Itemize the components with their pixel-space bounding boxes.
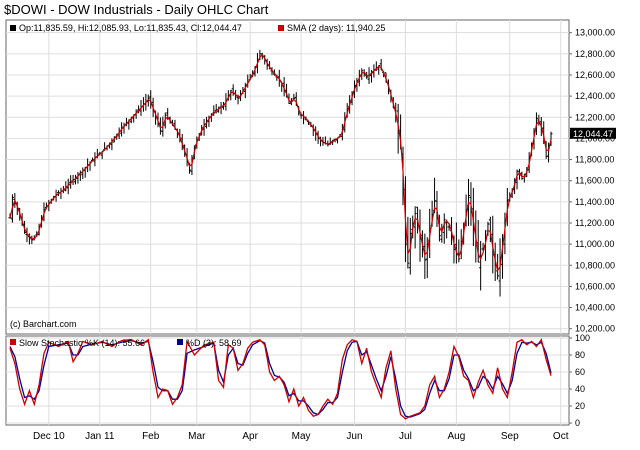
ohlc-legend-label: Op:11,835.59, Hi:12,085.93, Lo:11,835.43… xyxy=(19,23,242,33)
x-tick-label: Apr xyxy=(242,431,258,442)
stochastic-gridlines xyxy=(6,336,569,425)
last-value-label: 12,044.47 xyxy=(573,129,613,139)
price-tick-label: 11,800.00 xyxy=(575,155,614,165)
price-tick-label: 12,800.00 xyxy=(575,49,615,59)
k-legend-label: Slow Stochastic %K (14): 55.66 xyxy=(19,338,145,348)
price-tick-label: 11,600.00 xyxy=(575,176,614,186)
price-legend: Op:11,835.59, Hi:12,085.93, Lo:11,835.43… xyxy=(10,23,385,33)
credit-label: (c) Barchart.com xyxy=(10,319,77,329)
ohlc-legend-swatch xyxy=(10,25,16,31)
price-tick-label: 11,400.00 xyxy=(575,197,614,207)
x-tick-label: Jun xyxy=(346,431,362,442)
chart-title: $DOWI - DOW Industrials - Daily OHLC Cha… xyxy=(4,2,269,17)
price-panel: 13,000.00 12,800.00 12,600.00 12,400.00 12,2… xyxy=(5,19,615,335)
sma-legend-label: SMA (2 days): 11,940.25 xyxy=(287,23,385,33)
stochastic-panel: 0 20 40 60 80 100 xyxy=(5,333,590,428)
stochastic-tick-label: 80 xyxy=(575,350,585,360)
price-y-axis: 13,000.00 12,800.00 12,600.00 12,400.00 12,2… xyxy=(569,28,615,334)
sma-line xyxy=(9,54,552,273)
price-tick-label: 13,000.00 xyxy=(575,28,615,38)
x-tick-label: May xyxy=(292,431,311,442)
price-tick-label: 11,000.00 xyxy=(575,239,614,249)
x-tick-label: Aug xyxy=(447,431,465,442)
x-tick-label: Jan 11 xyxy=(85,431,115,442)
price-tick-label: 10,600.00 xyxy=(575,281,615,291)
stochastic-tick-label: 0 xyxy=(575,418,580,428)
price-tick-label: 11,200.00 xyxy=(575,218,614,228)
last-value-marker: 12,044.47 xyxy=(570,127,616,139)
price-tick-label: 12,600.00 xyxy=(575,70,615,80)
k-line xyxy=(9,338,552,420)
stochastic-tick-label: 20 xyxy=(575,401,585,411)
x-axis: Dec 10 Jan 11 Feb Mar Apr May Jun Jul Aug Sep Oct xyxy=(33,431,569,442)
price-tick-label: 10,800.00 xyxy=(575,260,615,270)
price-tick-label: 12,200.00 xyxy=(575,112,615,122)
sma-legend-swatch xyxy=(278,25,284,31)
stochastic-tick-label: 40 xyxy=(575,384,585,394)
x-tick-label: Mar xyxy=(188,431,206,442)
stochastic-panel-frame xyxy=(5,335,570,426)
price-gridlines xyxy=(6,20,569,334)
stochastic-y-axis: 0 20 40 60 80 100 xyxy=(569,333,590,428)
price-tick-label: 10,200.00 xyxy=(575,324,615,334)
x-tick-label: Sep xyxy=(501,431,519,442)
stochastic-tick-label: 60 xyxy=(575,367,585,377)
x-tick-label: Feb xyxy=(142,431,160,442)
ohlc-bar xyxy=(413,206,417,249)
price-tick-label: 12,400.00 xyxy=(575,91,615,101)
ohlc-bar xyxy=(423,233,427,279)
d-legend-label: %D (3): 58.69 xyxy=(186,338,242,348)
price-tick-label: 10,400.00 xyxy=(575,303,615,313)
stochastic-tick-label: 100 xyxy=(575,333,590,343)
x-tick-label: Jul xyxy=(399,431,412,442)
x-tick-label: Dec 10 xyxy=(33,431,65,442)
last-value-box xyxy=(570,127,616,139)
ohlc-bar xyxy=(442,213,446,244)
x-tick-label: Oct xyxy=(553,431,569,442)
d-legend-swatch xyxy=(177,339,183,345)
stochastic-legend: Slow Stochastic %K (14): 55.66 %D (3): 5… xyxy=(10,338,242,348)
k-legend-swatch xyxy=(10,339,16,345)
